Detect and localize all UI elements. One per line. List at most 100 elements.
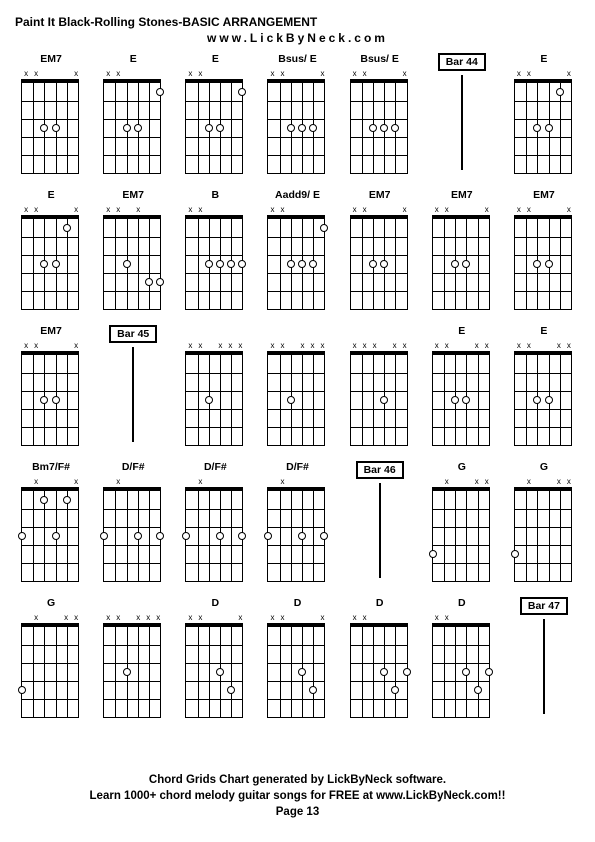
mute-mark [206, 205, 214, 215]
mute-mark: x [525, 69, 533, 79]
mute-mark [308, 613, 316, 623]
mute-mark [453, 477, 461, 487]
chord-diagram: xx [185, 205, 245, 310]
chord-diagram: xxx [267, 69, 327, 174]
mute-mark [535, 69, 543, 79]
finger-dot [156, 278, 164, 286]
mute-mark [381, 205, 389, 215]
mute-mark [124, 69, 132, 79]
finger-dot [52, 124, 60, 132]
mute-mark [216, 69, 224, 79]
mute-mark [473, 205, 481, 215]
finger-dot [134, 532, 142, 540]
finger-dot [462, 396, 470, 404]
chord-label: EM7 [40, 325, 62, 338]
mute-mark: x [72, 341, 80, 351]
finger-dot [123, 668, 131, 676]
mute-mark: x [72, 69, 80, 79]
mute-row: xxx [21, 341, 81, 351]
mute-mark: x [473, 341, 481, 351]
mute-mark: x [62, 613, 70, 623]
mute-mark: x [483, 477, 491, 487]
mute-mark: x [433, 613, 441, 623]
mute-mark [206, 69, 214, 79]
finger-dot [511, 550, 519, 558]
mute-mark [308, 477, 316, 487]
bar-divider-line [132, 347, 134, 442]
mute-mark [144, 205, 152, 215]
mute-mark [381, 613, 389, 623]
mute-mark [124, 205, 132, 215]
mute-mark: x [278, 341, 286, 351]
chord-diagram: x [103, 477, 163, 582]
finger-dot [216, 124, 224, 132]
mute-mark: x [268, 341, 276, 351]
finger-dot [391, 686, 399, 694]
mute-mark: x [318, 613, 326, 623]
finger-dot [18, 532, 26, 540]
mute-mark: x [565, 477, 573, 487]
chord-cell: Bar 47 [508, 597, 580, 727]
mute-mark: x [196, 69, 204, 79]
mute-mark: x [278, 69, 286, 79]
chord-cell: Exx [179, 53, 251, 183]
mute-mark: x [361, 341, 369, 351]
finger-dot [369, 260, 377, 268]
mute-mark: x [555, 477, 563, 487]
mute-mark [216, 477, 224, 487]
mute-mark: x [114, 69, 122, 79]
chord-diagram: xxx [432, 477, 492, 582]
mute-mark: x [473, 477, 481, 487]
mute-mark [463, 613, 471, 623]
chord-diagram: x [267, 477, 327, 582]
mute-mark: x [268, 69, 276, 79]
mute-mark [288, 477, 296, 487]
mute-row: xxxxx [103, 613, 163, 623]
mute-mark: x [483, 341, 491, 351]
mute-mark: x [433, 341, 441, 351]
chord-cell: Gxxx [426, 461, 498, 591]
mute-mark [298, 69, 306, 79]
fretboard [103, 215, 161, 310]
finger-dot [309, 260, 317, 268]
mute-mark: x [515, 205, 523, 215]
chord-label: E [130, 53, 137, 66]
fretboard [350, 351, 408, 446]
fretboard [21, 215, 79, 310]
chord-label: E [212, 53, 219, 66]
chord-cell: EM7xxx [344, 189, 416, 319]
fretboard [514, 79, 572, 174]
chord-label: EM7 [369, 189, 391, 202]
finger-dot [205, 396, 213, 404]
mute-mark: x [318, 341, 326, 351]
fretboard [185, 215, 243, 310]
mute-row: xxxx [514, 341, 574, 351]
finger-dot [545, 124, 553, 132]
mute-mark [216, 205, 224, 215]
mute-mark: x [401, 69, 409, 79]
mute-mark: x [114, 613, 122, 623]
mute-mark: x [196, 205, 204, 215]
mute-mark [134, 69, 142, 79]
mute-row: xxx [432, 205, 492, 215]
finger-dot [238, 532, 246, 540]
mute-mark: x [401, 341, 409, 351]
finger-dot [287, 260, 295, 268]
chord-cell: Dxxx [261, 597, 333, 727]
bar-label: Bar 46 [356, 461, 404, 479]
fretboard [185, 623, 243, 718]
chord-label: E [540, 325, 547, 338]
finger-dot [134, 124, 142, 132]
mute-mark: x [515, 69, 523, 79]
footer-line-3: Page 13 [0, 804, 595, 820]
chord-cell: xxxxx [261, 325, 333, 455]
fretboard [21, 487, 79, 582]
mute-mark: x [22, 69, 30, 79]
finger-dot [533, 260, 541, 268]
chord-label: G [47, 597, 55, 610]
chord-cell: EM7xxx [426, 189, 498, 319]
mute-mark: x [268, 613, 276, 623]
chord-cell: Exxx [508, 53, 580, 183]
mute-row: xxx [267, 69, 327, 79]
mute-row: xxx [514, 69, 574, 79]
